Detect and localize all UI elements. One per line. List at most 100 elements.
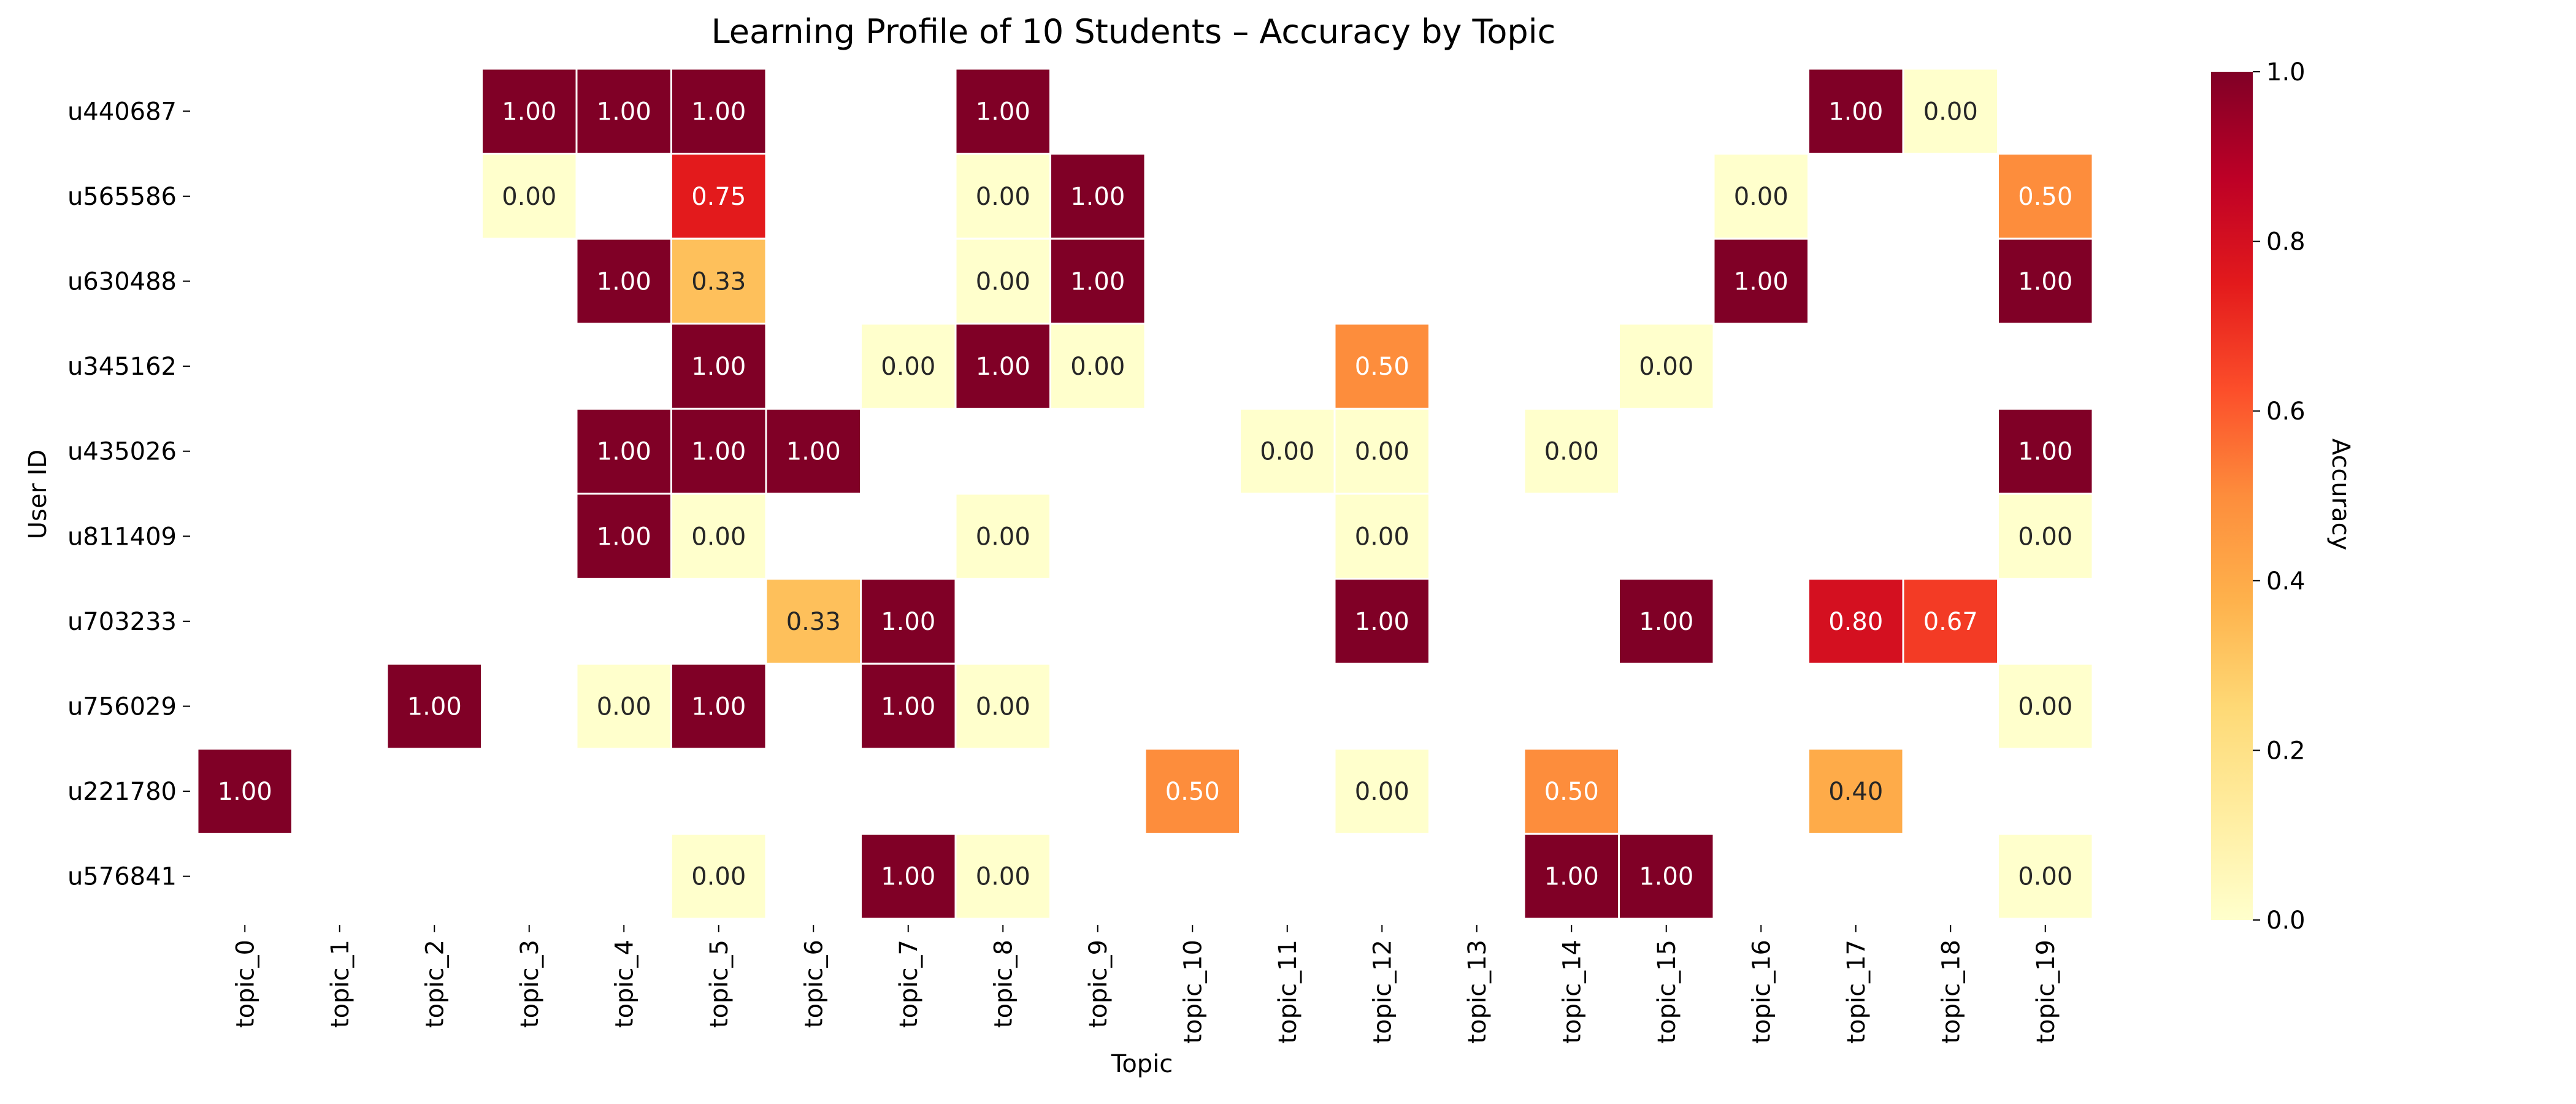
cell-value-label: 1.00: [502, 98, 556, 126]
cell-value-label: 1.00: [691, 353, 746, 381]
x-tick-label: topic_19: [2032, 940, 2060, 1044]
cell-value-label: 1.00: [691, 98, 746, 126]
heatmap-cell: [670, 493, 767, 580]
x-tick-label: topic_11: [1274, 940, 1302, 1044]
cell-value-label: 1.00: [407, 693, 462, 721]
heatmap-cell: [1902, 578, 1999, 665]
y-tick-label: u703233: [67, 608, 177, 636]
cell-value-label: 1.00: [881, 608, 935, 636]
cell-value-label: 1.00: [2018, 268, 2072, 296]
heatmap-cell: [1618, 832, 1715, 920]
x-tick-label: topic_9: [1084, 940, 1113, 1028]
heatmap-cell: [670, 323, 767, 410]
cell-value-label: 0.00: [2018, 523, 2072, 551]
heatmap-cell: [1333, 748, 1430, 835]
x-tick-labels: topic_0 topic_1 topic_2 topic_3 topic_4 topic…: [231, 925, 2060, 1044]
cell-value-label: 1.00: [1070, 183, 1125, 211]
x-tick-label: topic_17: [1842, 940, 1871, 1044]
cell-value-label: 0.00: [1355, 438, 1409, 466]
heatmap-cell: [1049, 237, 1146, 325]
cell-value-label: 1.00: [881, 863, 935, 891]
cell-value-label: 0.00: [1260, 438, 1314, 466]
cell-value-label: 1.00: [1639, 608, 1693, 636]
colorbar-tick-label: 1.0: [2266, 58, 2306, 86]
colorbar-tick-label: 0.4: [2266, 567, 2306, 596]
cell-value-label: 1.00: [597, 438, 651, 466]
cell-value-label: 0.50: [2018, 183, 2072, 211]
cell-value-label: 0.00: [976, 693, 1030, 721]
x-tick-label: topic_10: [1179, 940, 1207, 1044]
heatmap-cell: [1333, 407, 1430, 495]
heatmap-cell: [954, 67, 1051, 155]
cell-value-label: 0.00: [2018, 863, 2072, 891]
cell-value-label: 0.00: [1734, 183, 1788, 211]
cell-value-label: 1.00: [597, 268, 651, 296]
heatmap-cell: [1997, 832, 2094, 920]
cell-value-label: 0.33: [786, 608, 841, 636]
colorbar-tick-label: 0.2: [2266, 737, 2306, 765]
colorbar-tick-label: 0.8: [2266, 228, 2306, 256]
cell-value-label: 0.50: [1165, 778, 1220, 806]
x-tick-label: topic_1: [326, 940, 355, 1028]
cell-value-label: 0.80: [1828, 608, 1883, 636]
y-tick-label: u811409: [67, 523, 177, 551]
cell-value-label: 1.00: [1070, 268, 1125, 296]
cell-value-label: 1.00: [691, 693, 746, 721]
colorbar-label: Accuracy: [2326, 439, 2355, 551]
x-tick-label: topic_6: [800, 940, 828, 1028]
cell-value-label: 0.00: [597, 693, 651, 721]
heatmap-cell: [1049, 153, 1146, 240]
colorbar-tick-label: 0.0: [2266, 907, 2306, 935]
cell-value-label: 0.00: [976, 523, 1030, 551]
heatmap-cell: [1333, 323, 1430, 410]
heatmap-cell: [1523, 407, 1620, 495]
heatmap-cell: [1997, 493, 2094, 580]
x-tick-label: topic_5: [705, 940, 734, 1028]
cell-value-label: 1.00: [881, 693, 935, 721]
cell-value-label: 0.00: [1070, 353, 1125, 381]
x-tick-label: topic_13: [1463, 940, 1492, 1044]
heatmap-cell: [1618, 578, 1715, 665]
cell-value-label: 1.00: [597, 98, 651, 126]
heatmap-cell: [670, 237, 767, 325]
x-tick-label: topic_3: [516, 940, 544, 1028]
cell-value-label: 1.00: [218, 778, 272, 806]
y-tick-label: u345162: [67, 353, 177, 381]
y-tick-label: u565586: [67, 183, 177, 211]
heatmap-cell: [1618, 323, 1715, 410]
heatmap-cell: [1239, 407, 1336, 495]
heatmap-cell: [670, 832, 767, 920]
x-tick-label: topic_18: [1937, 940, 1965, 1044]
heatmap-cell: [1523, 748, 1620, 835]
heatmap-cell: [481, 67, 578, 155]
heatmap-cell: [1712, 153, 1809, 240]
cell-value-label: 0.00: [691, 523, 746, 551]
heatmap-cell: [481, 153, 578, 240]
colorbar-gradient: [2211, 72, 2253, 920]
cell-value-label: 1.00: [976, 353, 1030, 381]
heatmap-cell: [860, 323, 957, 410]
cell-value-label: 0.00: [976, 268, 1030, 296]
y-axis-label: User ID: [24, 450, 52, 539]
heatmap-cell: [765, 407, 862, 495]
x-tick-label: topic_14: [1558, 940, 1586, 1044]
cell-value-label: 1.00: [1639, 863, 1693, 891]
cell-value-label: 0.33: [691, 268, 746, 296]
heatmap-cell: [575, 67, 672, 155]
x-tick-label: topic_7: [895, 940, 923, 1028]
cell-value-label: 1.00: [691, 438, 746, 466]
heatmap-cell: [954, 662, 1051, 750]
cell-value-label: 0.75: [691, 183, 746, 211]
cell-value-label: 1.00: [1355, 608, 1409, 636]
heatmap-cell: [670, 662, 767, 750]
heatmap-cell: [1807, 748, 1904, 835]
heatmap-cell: [860, 832, 957, 920]
heatmap-cell: [1997, 662, 2094, 750]
cell-value-label: 0.40: [1828, 778, 1883, 806]
cell-value-label: 1.00: [597, 523, 651, 551]
x-tick-label: topic_4: [610, 940, 638, 1028]
x-tick-label: topic_2: [421, 940, 449, 1028]
cell-value-label: 0.00: [976, 183, 1030, 211]
cell-value-label: 1.00: [1544, 863, 1599, 891]
